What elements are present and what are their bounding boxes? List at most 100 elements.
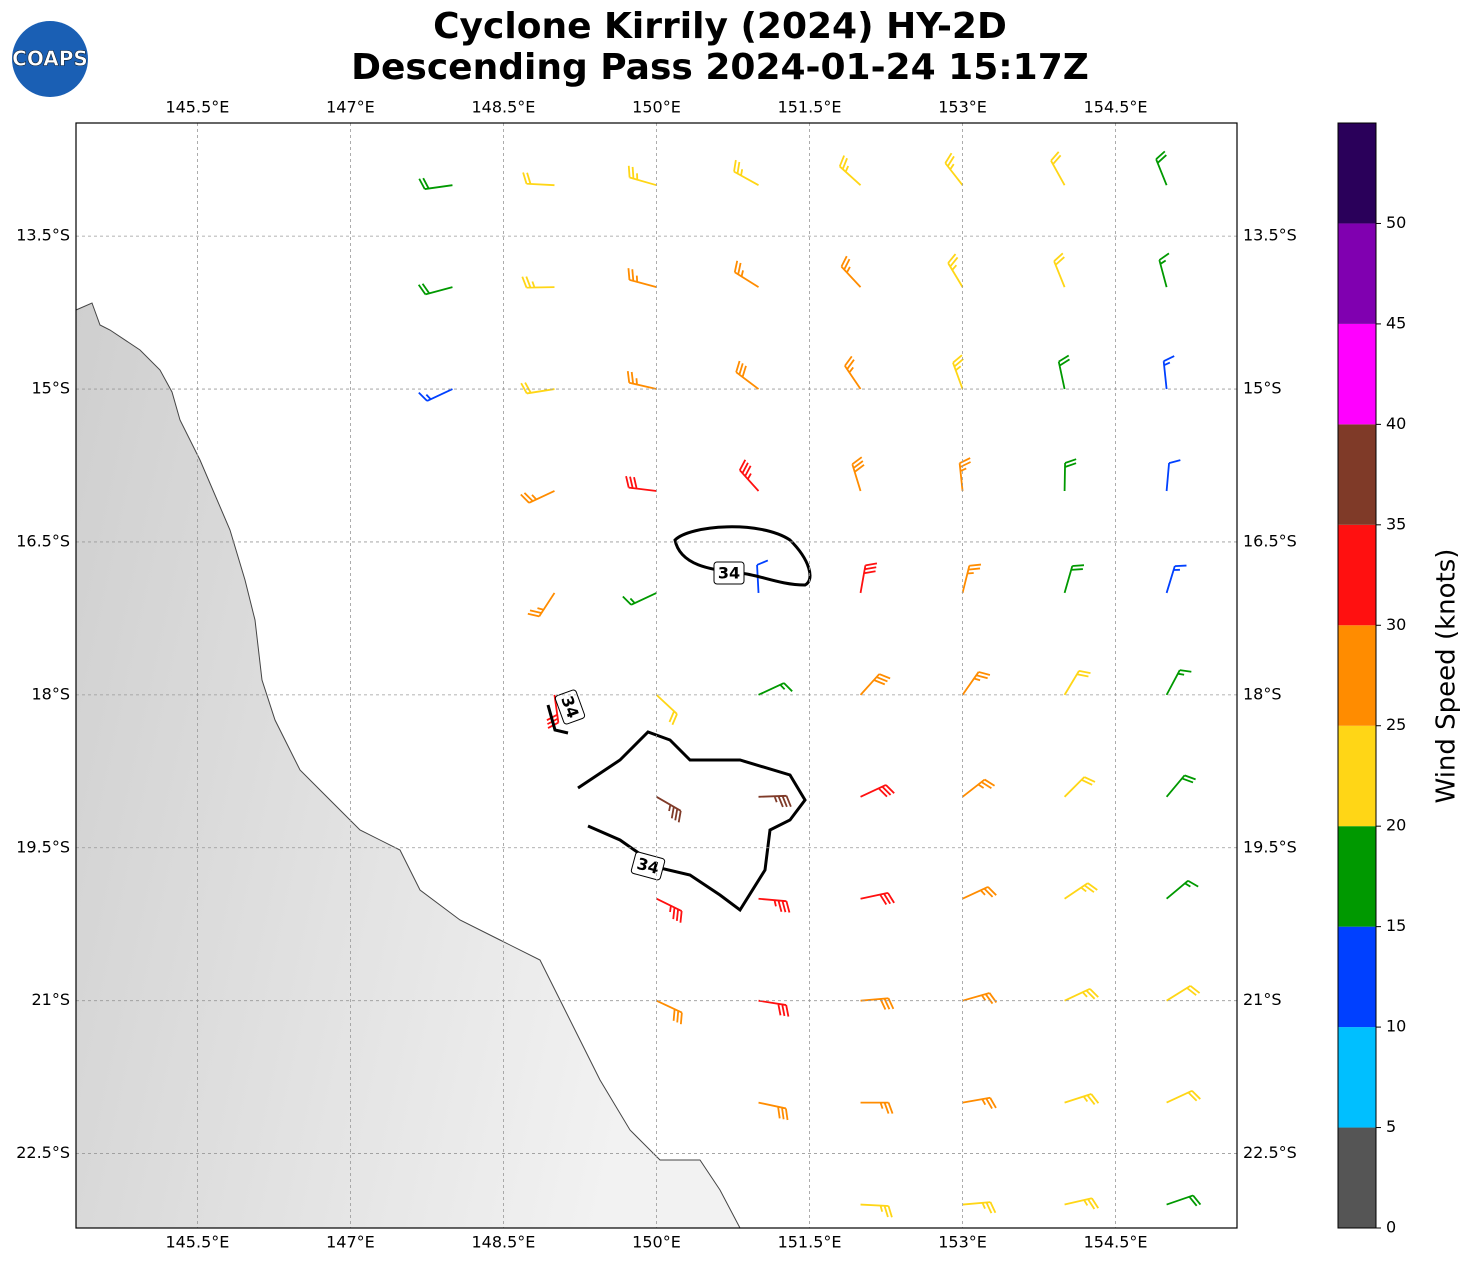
wind-barb (520, 382, 555, 395)
contour-label: 34 (718, 564, 740, 583)
contour-label-box (630, 851, 666, 881)
colorbar-tick-label: 0 (1386, 1218, 1396, 1237)
wind-barb (520, 490, 555, 504)
y-tick-label: 13.5°S (16, 226, 70, 245)
wind-barb (860, 1203, 893, 1218)
colorbar-segment (1338, 223, 1376, 324)
wind-barb (627, 165, 657, 187)
y-tick-label: 21°S (31, 990, 70, 1009)
wind-barb (738, 459, 760, 492)
wind-barb (962, 1201, 997, 1214)
wind-barb (1165, 459, 1181, 492)
wind-barb (758, 794, 792, 808)
wind-barb (1064, 988, 1099, 1002)
wind-barb (860, 1101, 894, 1114)
wind-barb (860, 784, 895, 798)
wind-barb (622, 592, 657, 606)
wind-barb (1158, 252, 1170, 288)
y-tick-label: 18°S (1243, 684, 1282, 703)
contours (546, 525, 812, 913)
wind-barb (1053, 252, 1066, 288)
colorbar-segment (1338, 123, 1376, 224)
x-tick-label: 145.5°E (165, 98, 229, 117)
y-tick-label: 16.5°S (16, 531, 70, 550)
x-tick-label: 153°E (938, 1233, 987, 1252)
wind-barb (859, 562, 878, 594)
wind-barb (656, 999, 683, 1025)
wind-barb (756, 559, 769, 593)
colorbar-segment (1338, 424, 1376, 525)
wind-barb (1064, 882, 1098, 900)
colorbar-segment (1338, 1127, 1376, 1228)
y-tick-label: 22.5°S (1243, 1143, 1297, 1162)
wind-barb (1166, 879, 1199, 900)
y-tick-label: 16.5°S (1243, 531, 1297, 550)
logo-text: COAPS (12, 47, 88, 71)
wind-barb (1057, 354, 1070, 390)
contour-line (577, 730, 807, 913)
colorbar-tick-label: 5 (1386, 1117, 1396, 1136)
wind-barb (626, 371, 657, 390)
colorbar-segment (1338, 524, 1376, 626)
wind-barb (1162, 355, 1175, 390)
wind-barb (1166, 1194, 1202, 1207)
wind-barb (418, 388, 453, 402)
x-tick-label: 147°E (326, 98, 375, 117)
colorbar-frame (1337, 122, 1377, 1229)
x-tick-label: 153°E (938, 98, 987, 117)
land (75, 302, 741, 1229)
colorbar-tick-label: 20 (1386, 816, 1406, 835)
y-tick-label: 15°S (1243, 379, 1282, 398)
wind-barb (860, 997, 895, 1010)
wind-barb (758, 682, 793, 696)
colorbar-tick-label: 30 (1386, 615, 1406, 634)
x-tick-label: 151.5°E (778, 98, 842, 117)
colorbar-segment (1338, 1027, 1376, 1128)
x-tick-label: 150°E (632, 1233, 681, 1252)
wind-barb (961, 671, 991, 696)
wind-barb (1064, 1093, 1100, 1105)
x-tick-label: 150°E (632, 98, 681, 117)
wind-barb (758, 897, 791, 913)
colorbar-segment (1338, 926, 1376, 1028)
wind-barb (1064, 1197, 1099, 1210)
colorbar-label: Wind Speed (knots) (1432, 549, 1462, 804)
colorbar-tick-label: 40 (1386, 414, 1406, 433)
wind-barb (733, 159, 759, 186)
x-tick-label: 154.5°E (1084, 98, 1148, 117)
wind-barb (1063, 458, 1077, 492)
wind-barb (758, 999, 790, 1017)
wind-barb (735, 360, 760, 390)
colorbar-segment (1338, 826, 1376, 927)
wind-barb (859, 673, 891, 696)
map-frame (75, 122, 1238, 1229)
wind-barb (1050, 151, 1066, 186)
wind-barb (522, 172, 555, 187)
x-tick-label: 147°E (326, 1233, 375, 1252)
colorbar-tick-label: 35 (1386, 514, 1406, 533)
wind-barb (1166, 985, 1201, 1002)
colorbar-segment (1338, 725, 1376, 827)
wind-barb (627, 268, 657, 288)
wind-barb (417, 283, 453, 296)
wind-barb (733, 260, 759, 288)
x-tick-label: 151.5°E (778, 1233, 842, 1252)
logo-globe (12, 21, 88, 97)
wind-barb (656, 796, 682, 823)
colorbar-segment (1338, 625, 1376, 726)
wind-barb (962, 1096, 997, 1110)
wind-barb (527, 592, 556, 618)
contour-label-box (554, 689, 586, 725)
colorbar-segment (1338, 323, 1376, 425)
wind-barb (958, 457, 971, 492)
title: Cyclone Kirrily (2024) HY-2D (433, 6, 1007, 47)
wind-barb (758, 1101, 789, 1121)
colorbar-tick-label: 50 (1386, 213, 1406, 232)
wind-barb (962, 886, 997, 900)
colorbar-tick-label: 25 (1386, 715, 1406, 734)
y-tick-label: 13.5°S (1243, 226, 1297, 245)
x-tick-label: 145.5°E (165, 1233, 229, 1252)
y-tick-label: 15°S (31, 379, 70, 398)
wind-barb (1063, 776, 1096, 798)
